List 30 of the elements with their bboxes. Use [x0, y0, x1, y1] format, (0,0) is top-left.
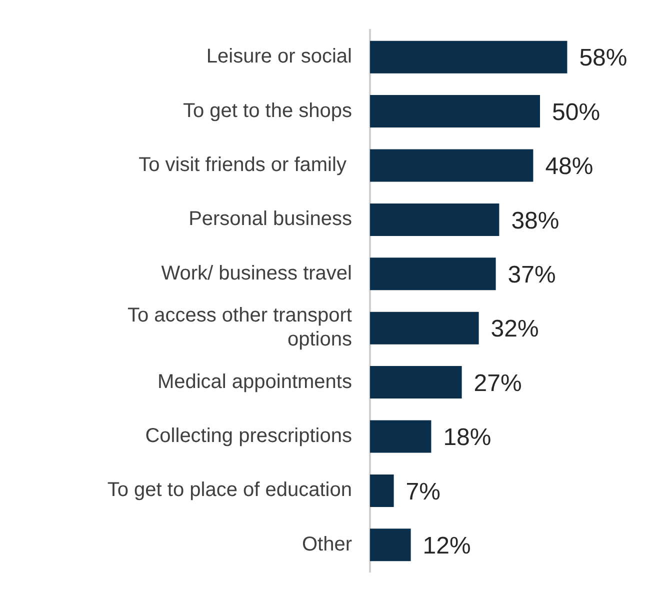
bar [370, 474, 394, 507]
bar [370, 312, 479, 344]
data-label: 38% [511, 207, 560, 234]
data-label: 50% [552, 98, 600, 126]
data-label: 7% [406, 478, 440, 506]
bar [370, 420, 432, 453]
y-tick-label: To get to the shops [182, 100, 352, 122]
bar [370, 203, 500, 236]
y-tick-label: To visit friends or family [138, 154, 352, 176]
data-label: 37% [508, 262, 556, 289]
data-label: 58% [579, 44, 628, 72]
data-label: 27% [474, 370, 522, 397]
data-label: 12% [422, 532, 471, 560]
bar [370, 258, 496, 290]
bar [370, 40, 568, 74]
y-tick-label: Medical appointments [157, 370, 352, 393]
data-label: 18% [443, 424, 492, 452]
bar [370, 149, 534, 182]
y-tick-label: Other [302, 533, 352, 556]
data-label: 32% [490, 316, 539, 343]
y-tick-label: Leisure or social [206, 46, 352, 68]
y-tick-label: Work/ business travel [161, 262, 352, 284]
y-tick-label: To get to place of education [107, 479, 352, 502]
y-tick-label: Collecting prescriptions [145, 425, 352, 448]
bar [370, 95, 540, 128]
bar [370, 366, 462, 399]
data-label: 48% [545, 153, 594, 180]
y-tick-label: Personal business [188, 208, 352, 230]
y-tick-label: To access other transport options [127, 304, 352, 351]
bar [370, 528, 411, 562]
